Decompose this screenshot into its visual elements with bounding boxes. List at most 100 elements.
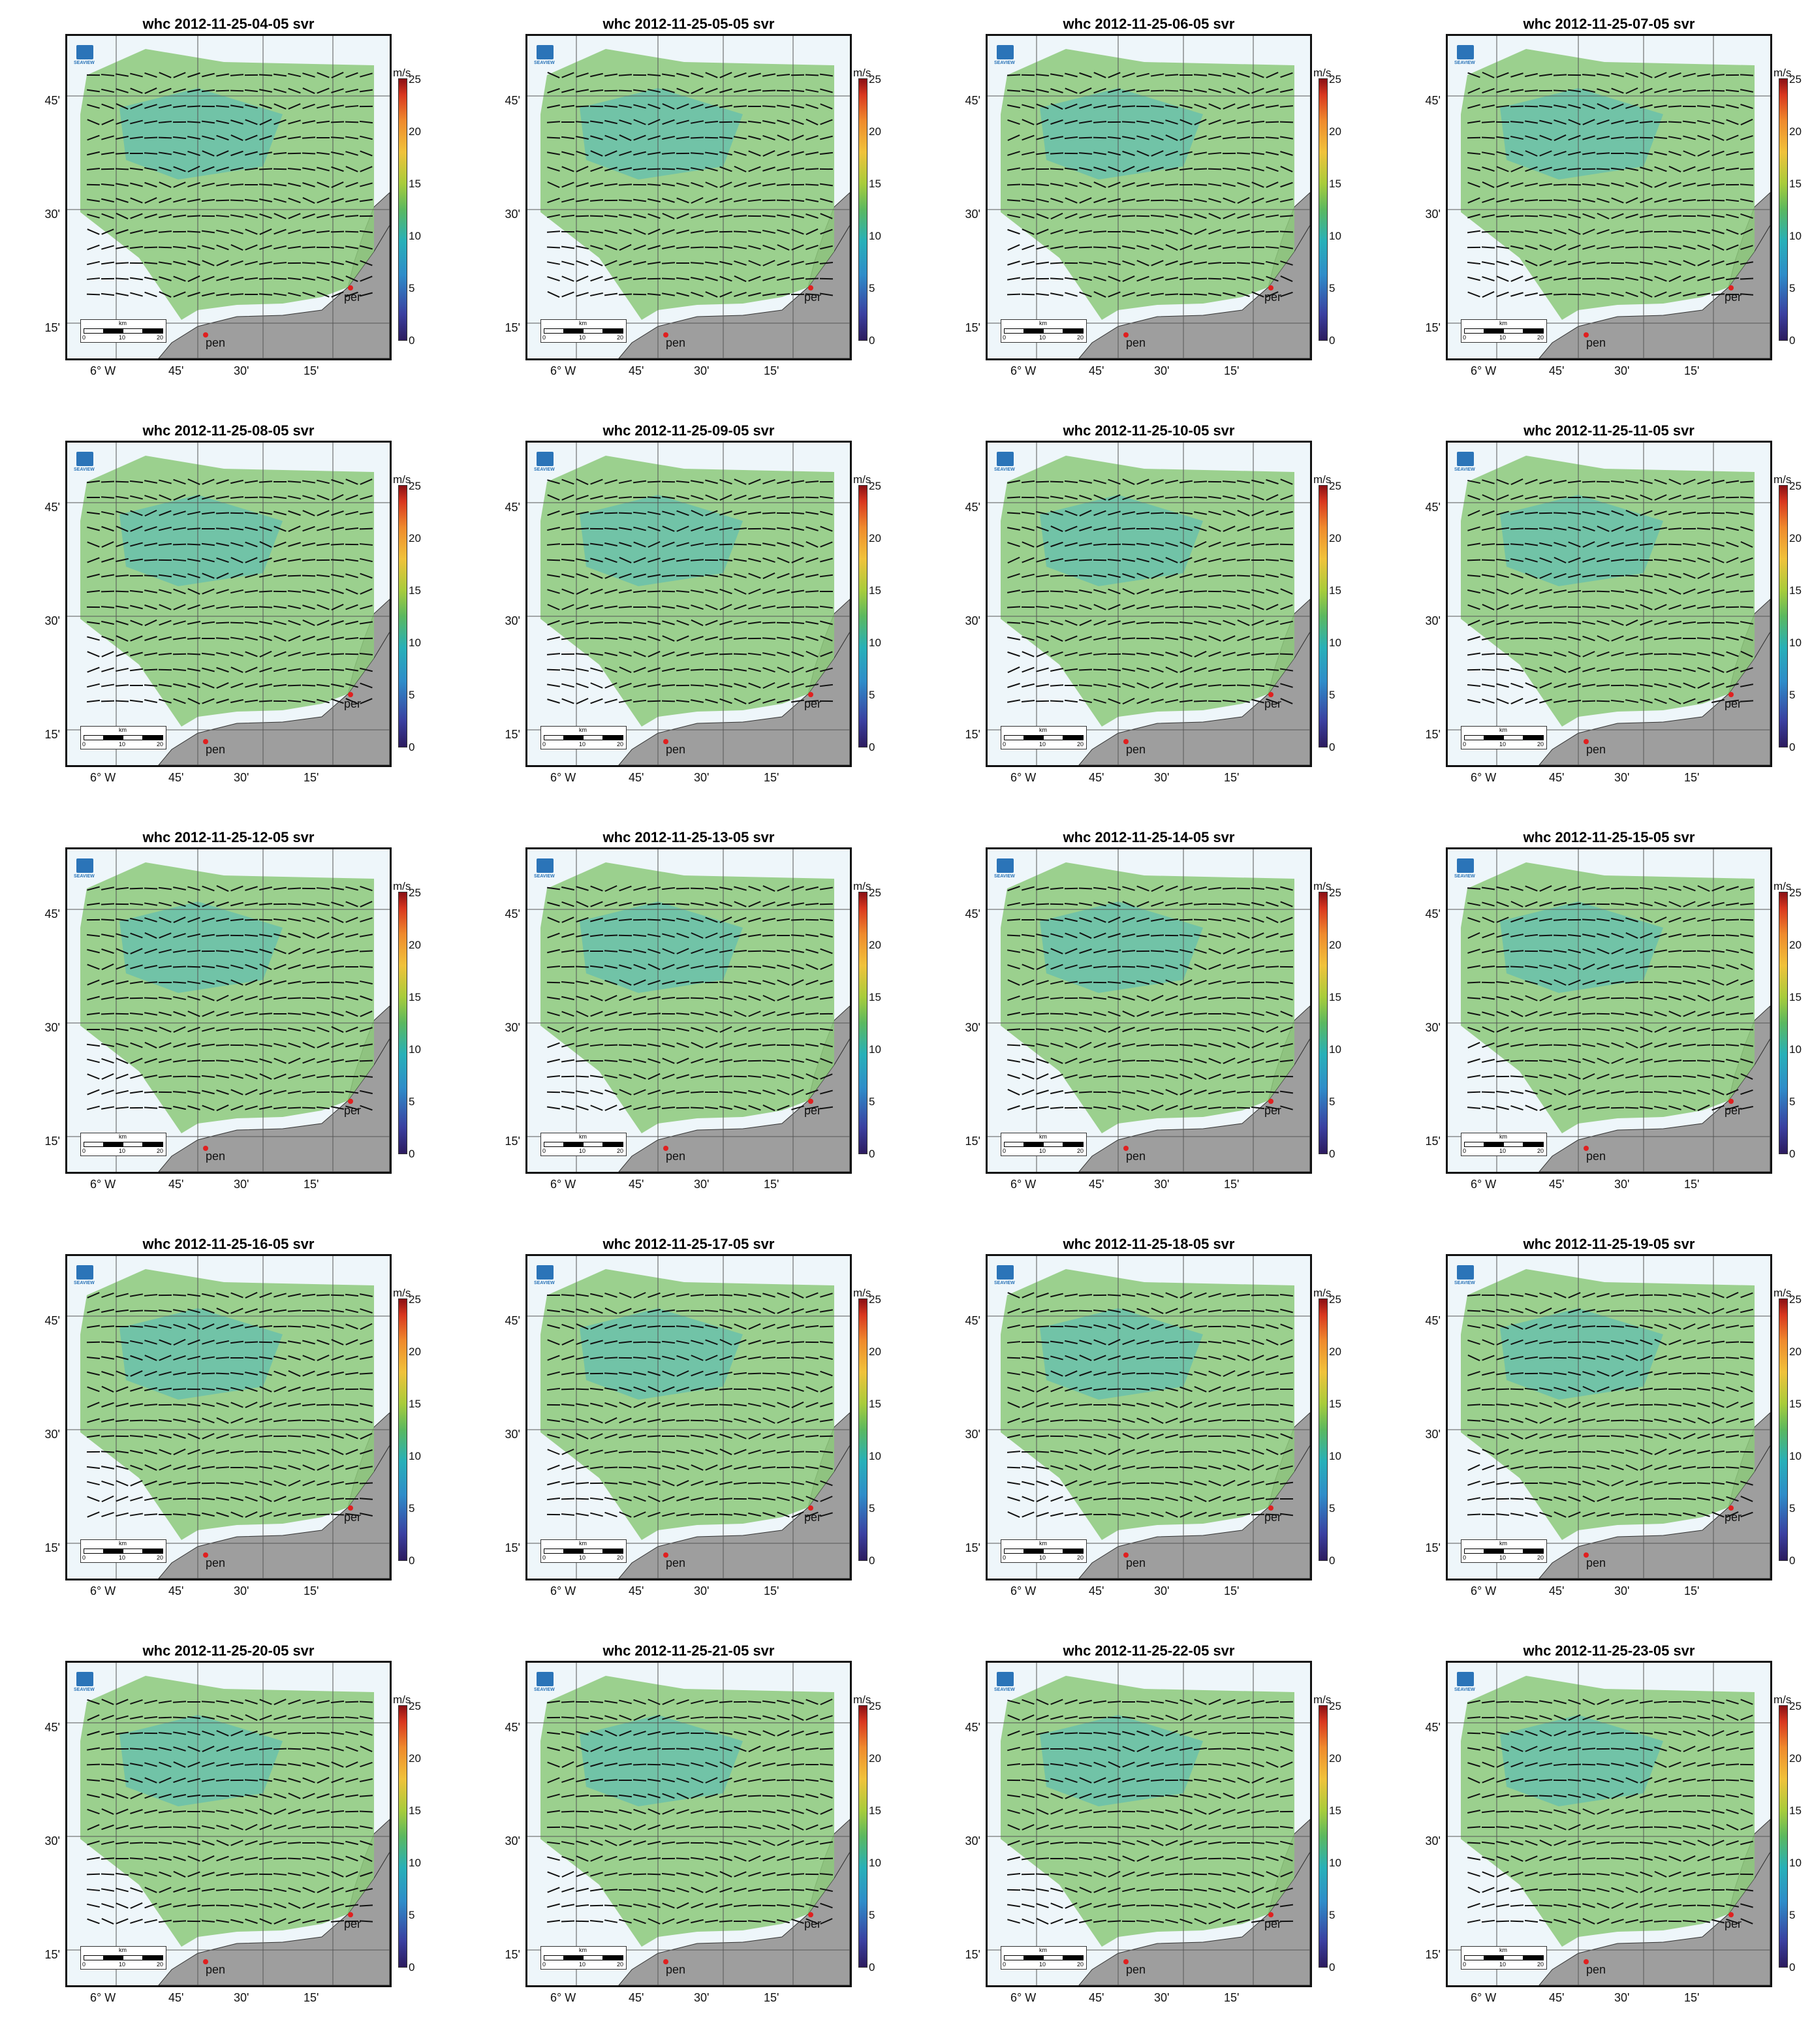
wind-vector <box>1251 230 1265 234</box>
wind-vector <box>86 1434 101 1438</box>
wind-vector <box>1482 291 1495 298</box>
wind-vector <box>1136 698 1149 704</box>
wind-vector <box>1064 167 1078 171</box>
wind-vector <box>748 1417 761 1424</box>
wind-vector <box>1237 1058 1250 1064</box>
wind-vector <box>633 996 646 1001</box>
wind-vector <box>790 590 805 593</box>
wind-vector <box>1553 167 1567 171</box>
wind-vector <box>1164 74 1179 76</box>
wind-vector <box>589 542 604 546</box>
wind-vector <box>258 1325 273 1329</box>
wind-vector <box>144 152 158 155</box>
wind-vector <box>1553 512 1567 514</box>
wind-vector <box>202 995 215 1001</box>
wind-vector <box>1050 948 1063 954</box>
wind-vector <box>719 996 733 1000</box>
wind-vector <box>1482 479 1495 484</box>
wind-vector <box>345 1339 358 1345</box>
wind-vector <box>130 1058 143 1064</box>
colorbar <box>1319 892 1328 1154</box>
wind-vector <box>101 541 114 548</box>
wind-vector <box>187 1323 200 1330</box>
wind-vector <box>1582 198 1595 203</box>
wind-vector <box>791 1418 804 1423</box>
wind-vector <box>1582 228 1595 235</box>
wind-vector <box>1022 996 1035 1001</box>
colorbar-tick: 15 <box>1789 584 1802 597</box>
wind-vector <box>1193 511 1208 515</box>
radar-coverage-cool <box>580 902 743 993</box>
wind-vector <box>618 277 633 281</box>
wind-vector <box>1151 260 1164 266</box>
wind-vector <box>1251 526 1264 531</box>
wind-vector <box>1179 573 1193 578</box>
wind-vector <box>1064 558 1078 562</box>
wind-vector <box>1611 635 1624 642</box>
wind-vector <box>1668 494 1681 501</box>
wind-vector <box>819 1451 834 1453</box>
wind-vector <box>130 213 143 219</box>
wind-vector <box>1725 590 1740 593</box>
wind-vector <box>648 1419 661 1423</box>
scale-segment <box>1004 328 1025 334</box>
wind-vector <box>1467 652 1481 656</box>
wind-vector <box>245 1089 258 1095</box>
wind-vector <box>1726 104 1739 109</box>
wind-vector <box>360 260 373 266</box>
wind-vector <box>273 1058 287 1064</box>
wind-vector <box>302 699 316 703</box>
wind-vector <box>287 1513 302 1517</box>
wind-vector <box>116 1293 129 1298</box>
wind-vector <box>1567 934 1582 937</box>
wind-vector <box>1035 574 1050 578</box>
wind-vector <box>1251 104 1264 109</box>
wind-vector <box>129 1325 144 1328</box>
wind-vector <box>101 606 115 608</box>
wind-vector <box>1482 902 1495 907</box>
wind-vector <box>690 120 704 124</box>
wind-vector <box>1582 558 1595 563</box>
wind-vector <box>590 292 603 297</box>
wind-vector <box>244 511 258 515</box>
wind-vector <box>1740 886 1753 891</box>
wind-vector <box>1266 1042 1279 1048</box>
wind-vector <box>1266 291 1279 298</box>
scale-label: 20 <box>617 741 624 747</box>
lon-label: 30' <box>694 1178 710 1191</box>
wind-vector <box>1007 541 1020 548</box>
wind-vector <box>733 1403 747 1407</box>
wind-vector <box>1510 900 1523 908</box>
wind-vector <box>287 1325 302 1328</box>
wind-vector <box>359 934 373 937</box>
logo-text: SEAVIEW <box>1454 467 1475 472</box>
colorbar-tick: 5 <box>1329 282 1336 294</box>
wind-vector <box>273 1386 287 1392</box>
wind-vector <box>777 682 790 689</box>
wind-vector <box>1280 1339 1293 1345</box>
wind-vector <box>345 494 358 501</box>
wind-vector <box>1064 699 1078 703</box>
wind-vector <box>1007 1088 1020 1096</box>
lon-label: 45' <box>168 771 184 784</box>
wind-vector <box>1093 1106 1107 1110</box>
wind-vector <box>245 104 258 109</box>
wind-vector <box>691 291 704 298</box>
wind-vector <box>259 1073 272 1080</box>
wind-vector <box>1640 699 1653 704</box>
wind-vector <box>805 684 819 687</box>
wind-vector <box>546 151 561 155</box>
wind-vector <box>1121 621 1136 625</box>
lon-label: 45' <box>1549 771 1565 784</box>
wind-vector <box>1078 1012 1093 1016</box>
wind-vector <box>1596 605 1610 609</box>
colorbar-tick: 25 <box>869 1293 881 1306</box>
wind-vector <box>130 119 143 125</box>
wind-vector <box>1251 949 1264 954</box>
wind-vector <box>1625 526 1638 532</box>
wind-vector <box>1237 197 1250 204</box>
wind-vector <box>1554 995 1567 1001</box>
wind-vector <box>619 260 632 266</box>
wind-vector <box>1726 134 1739 141</box>
panel-title: whc 2012-11-25-11-05 svr <box>1523 422 1695 439</box>
